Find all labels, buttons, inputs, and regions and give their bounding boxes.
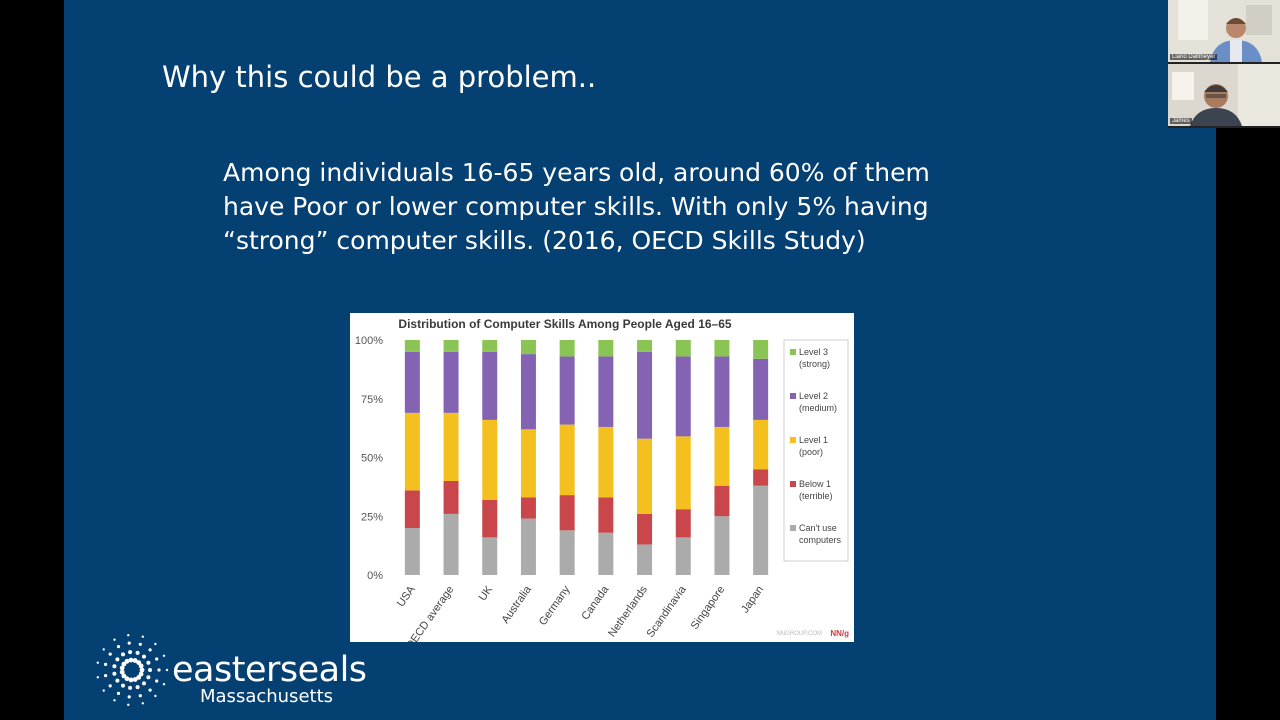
bar-segment — [714, 356, 730, 427]
legend-box — [783, 339, 849, 562]
y-tick-label: 75% — [361, 394, 383, 406]
participant-video-icon — [1168, 0, 1280, 62]
chart-source-label: NNGROUP.COM — [776, 631, 822, 637]
bar-segment — [443, 481, 459, 514]
bar-segment — [443, 351, 459, 413]
bar-segment — [559, 340, 575, 357]
x-tick-label: UK — [477, 583, 496, 603]
bar-segment — [714, 516, 730, 575]
bar-segment — [637, 351, 653, 439]
legend-label: (strong) — [799, 359, 830, 369]
bar-segment — [559, 530, 575, 575]
bar-segment — [404, 412, 420, 491]
legend-label: Below 1 — [799, 479, 831, 489]
bar-segment — [675, 537, 691, 575]
bar-segment — [637, 544, 653, 575]
bar-segment — [559, 495, 575, 531]
legend-label: (terrible) — [799, 491, 833, 501]
presentation-slide: Why this could be a problem.. Among indi… — [64, 0, 1216, 720]
y-tick-label: 0% — [367, 570, 383, 582]
bar-segment — [404, 340, 420, 352]
bar-segment — [753, 419, 769, 470]
video-tile[interactable]: Liano Dallmeyer — [1168, 0, 1280, 62]
bar-segment — [559, 356, 575, 425]
starburst-logo-icon — [96, 634, 169, 706]
legend-label: (poor) — [799, 447, 823, 457]
bar-segment — [637, 340, 653, 352]
chart-image: Distribution of Computer Skills Among Pe… — [350, 313, 854, 642]
legend-swatch — [790, 525, 796, 531]
legend-swatch — [790, 349, 796, 355]
x-tick-label: Germany — [537, 583, 573, 627]
video-participants-panel: Liano Dallmeyer James — [1168, 0, 1280, 128]
bar-segment — [637, 513, 653, 545]
bar-segment — [598, 497, 614, 533]
x-tick-label: Australia — [500, 583, 535, 626]
slide-title: Why this could be a problem.. — [162, 60, 597, 94]
legend-label: Level 2 — [799, 391, 828, 401]
stacked-bar-chart: Distribution of Computer Skills Among Pe… — [355, 317, 849, 642]
y-tick-label: 25% — [361, 511, 383, 523]
bar-segment — [637, 438, 653, 514]
participant-name: James — [1170, 118, 1192, 124]
bar-segment — [404, 351, 420, 413]
x-tick-label: Singapore — [689, 584, 728, 632]
bar-segment — [443, 513, 459, 575]
bar-segment — [482, 351, 498, 420]
y-tick-label: 50% — [361, 453, 383, 465]
x-tick-label: USA — [395, 583, 418, 609]
bar-segment — [520, 497, 536, 519]
bar-segment — [520, 429, 536, 498]
logo-wordmark: easterseals — [172, 650, 367, 690]
bar-segment — [675, 356, 691, 437]
bar-segment — [598, 532, 614, 575]
legend-label: Level 3 — [799, 347, 828, 357]
bar-segment — [753, 469, 769, 486]
bar-segment — [675, 509, 691, 538]
bar-segment — [482, 419, 498, 500]
y-tick-label: 100% — [355, 335, 383, 347]
bar-segment — [675, 340, 691, 357]
legend-label: computers — [799, 535, 842, 545]
chart-brand-label: NN/g — [830, 629, 849, 638]
bar-segment — [482, 537, 498, 575]
legend-label: Level 1 — [799, 435, 828, 445]
bar-segment — [753, 485, 769, 575]
participant-name: Liano Dallmeyer — [1170, 54, 1218, 60]
legend-swatch — [790, 481, 796, 487]
slide-body-text: Among individuals 16-65 years old, aroun… — [223, 158, 930, 255]
bar-segment — [443, 412, 459, 481]
legend-swatch — [790, 437, 796, 443]
bar-segment — [520, 354, 536, 430]
x-tick-label: Scandinavia — [644, 583, 689, 640]
easterseals-logo: easterseals Massachusetts — [92, 628, 367, 718]
bar-segment — [404, 528, 420, 575]
bar-segment — [559, 424, 575, 496]
video-tile[interactable]: James — [1168, 64, 1280, 126]
participant-video-icon — [1168, 64, 1280, 126]
legend-label: Can't use — [799, 523, 837, 533]
bar-segment — [404, 490, 420, 528]
bar-segment — [598, 356, 614, 427]
bar-segment — [753, 358, 769, 420]
bar-segment — [714, 485, 730, 517]
x-tick-label: Netherlands — [606, 583, 650, 639]
bar-segment — [714, 340, 730, 357]
bar-segment — [598, 426, 614, 498]
logo-subtitle: Massachusetts — [200, 686, 334, 707]
bar-segment — [482, 340, 498, 352]
bar-segment — [443, 340, 459, 352]
bar-segment — [714, 426, 730, 486]
chart-title: Distribution of Computer Skills Among Pe… — [398, 317, 731, 331]
bar-segment — [598, 340, 614, 357]
x-tick-label: Canada — [579, 583, 611, 622]
legend-label: (medium) — [799, 403, 837, 413]
bar-segment — [520, 340, 536, 355]
bar-segment — [482, 499, 498, 538]
bar-segment — [753, 340, 769, 359]
x-tick-label: Japan — [739, 584, 766, 615]
bar-segment — [520, 518, 536, 575]
legend-swatch — [790, 393, 796, 399]
bar-segment — [675, 436, 691, 510]
